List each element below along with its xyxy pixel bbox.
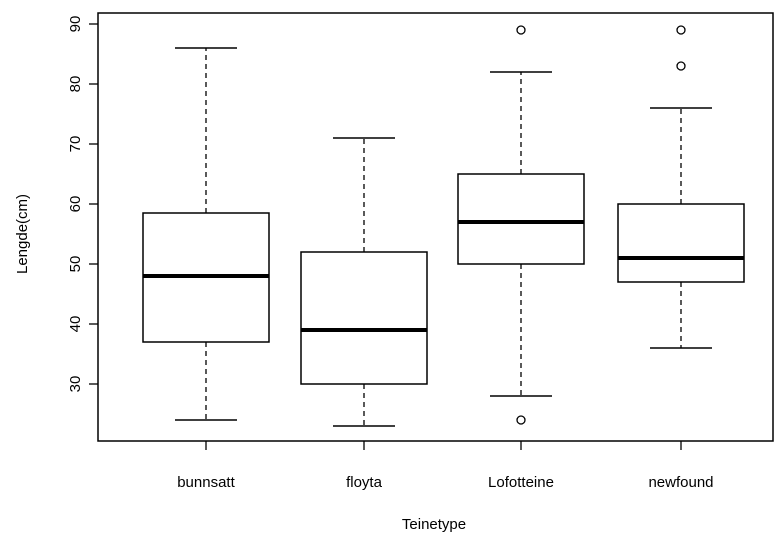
x-axis: bunnsatt floyta Lofotteine newfound [177,441,714,491]
outlier-point [516,415,526,425]
y-tick-label: 60 [67,196,84,213]
y-tick-label: 50 [67,256,84,273]
y-tick-label: 40 [67,316,84,333]
outlier-point [676,61,686,71]
plot-frame [97,12,774,442]
y-axis-label: Lengde(cm) [14,194,31,274]
box-group-floyta [300,137,428,427]
outlier-point [676,25,686,35]
y-axis: 30 40 50 60 70 80 90 [67,16,98,393]
boxes-layer [142,25,745,427]
box-group-lofotteine [457,25,585,425]
x-tick-label-lofotteine: Lofotteine [488,474,554,491]
box-iqr [457,173,585,265]
outlier-point [516,25,526,35]
y-tick-label: 90 [67,16,84,33]
y-tick-label: 30 [67,376,84,393]
box-iqr [617,203,745,283]
x-tick-label-bunnsatt: bunnsatt [177,474,235,491]
box-iqr [300,251,428,385]
x-tick-label-floyta: floyta [346,474,383,491]
x-axis-label: Teinetype [402,516,466,533]
y-tick-label: 70 [67,136,84,153]
y-tick-label: 80 [67,76,84,93]
x-tick-label-newfound: newfound [648,474,713,491]
box-group-newfound [617,25,745,349]
box-group-bunnsatt [142,47,270,421]
